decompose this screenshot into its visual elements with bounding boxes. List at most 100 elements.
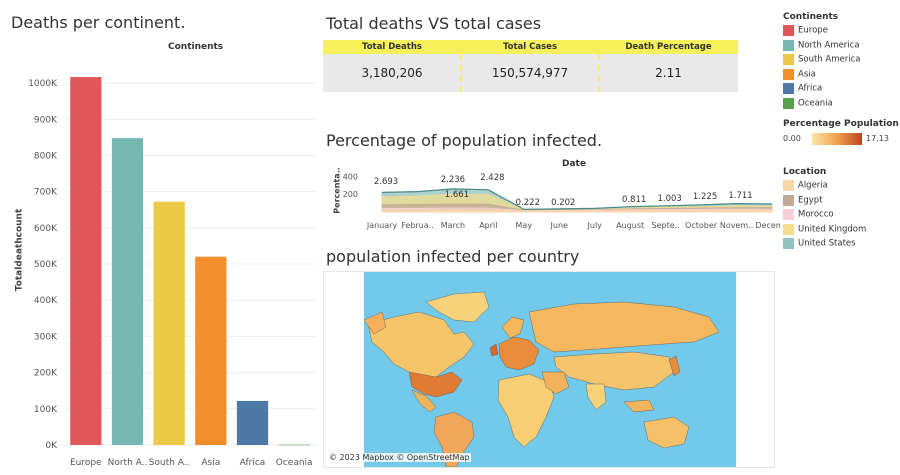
- legend-continent-south-america[interactable]: South America: [783, 54, 860, 66]
- legend-swatch: [783, 25, 794, 36]
- kpi-value-total-deaths: 3,180,206: [323, 54, 461, 92]
- map-indonesia[interactable]: [623, 399, 655, 413]
- map-india[interactable]: [585, 383, 607, 411]
- area-ytick-label: 400: [343, 172, 358, 181]
- kpi-header-death-percentage: Death Percentage: [599, 40, 738, 54]
- map-middle-east[interactable]: [541, 371, 570, 395]
- map-africa[interactable]: [497, 373, 555, 448]
- map-uk[interactable]: [489, 343, 499, 357]
- area-category-label: April: [479, 221, 497, 230]
- bar-north-a-[interactable]: [111, 138, 144, 445]
- area-category-label: March: [441, 221, 465, 230]
- deaths-bar-chart: 0K 100K 200K 300K 400K 500K 600K 700K 800K 900K 10…: [28, 77, 315, 468]
- deaths-chart-header: Continents: [168, 42, 224, 52]
- bar-ytick-label: 100K: [34, 405, 58, 415]
- bar-category-label: North A..: [108, 458, 148, 468]
- area-series-algeria[interactable]: [381, 209, 773, 213]
- map-greenland[interactable]: [425, 291, 490, 323]
- area-category-label: August: [616, 221, 644, 230]
- bar-ytick-label: 700K: [34, 188, 58, 198]
- bar-ytick-label: 200K: [34, 369, 58, 379]
- bar-europe[interactable]: [70, 77, 102, 446]
- legend-swatch: [783, 54, 794, 65]
- world-map[interactable]: © 2023 Mapbox © OpenStreetMap: [323, 271, 775, 468]
- legend-pct-max: 17.13: [866, 134, 889, 143]
- area-data-label: 0.811: [622, 195, 646, 205]
- map-japan[interactable]: [668, 355, 681, 377]
- legend-continent-oceania[interactable]: Oceania: [783, 97, 833, 110]
- map-attribution[interactable]: © 2023 Mapbox © OpenStreetMap: [327, 453, 472, 462]
- area-ytick-label: 200: [343, 190, 358, 199]
- map-australia[interactable]: [643, 416, 690, 449]
- bar-oceania[interactable]: [278, 444, 310, 446]
- area-data-label: 2.693: [374, 177, 398, 187]
- pct-chart-title: Percentage of population infected.: [326, 131, 603, 150]
- legend-continent-europe[interactable]: Europe: [783, 25, 828, 37]
- legend-location-morocco[interactable]: Morocco: [783, 209, 834, 221]
- bar-category-label: Oceania: [276, 458, 313, 468]
- bar-ytick-label: 300K: [34, 332, 58, 342]
- area-category-label: July: [587, 221, 603, 230]
- kpi-divider: [460, 54, 462, 92]
- area-category-label: Decem..: [755, 221, 780, 230]
- bar-ytick-label: 400K: [34, 296, 58, 306]
- legend-label: Asia: [798, 69, 816, 79]
- legend-pct-gradient: [812, 133, 862, 145]
- bar-category-label: Africa: [240, 458, 266, 468]
- area-data-label: 2.236: [441, 175, 465, 185]
- area-category-label: Septe..: [652, 221, 680, 230]
- legend-label: Morocco: [798, 209, 834, 220]
- legend-location-algeria[interactable]: Algeria: [783, 180, 828, 192]
- legend-label: Europe: [798, 25, 828, 36]
- deaths-chart-title: Deaths per continent.: [11, 13, 186, 32]
- map-europe[interactable]: [498, 336, 540, 371]
- pct-chart-header: Date: [562, 159, 586, 169]
- world-map-canvas[interactable]: [324, 272, 774, 467]
- area-data-label: 0.202: [551, 198, 575, 208]
- legend-label: South America: [798, 54, 861, 65]
- legend-label: Algeria: [798, 180, 828, 191]
- bar-africa[interactable]: [236, 400, 269, 445]
- bar-ytick-label: 600K: [34, 224, 58, 234]
- map-united-states[interactable]: [408, 371, 463, 398]
- map-alaska[interactable]: [363, 311, 387, 335]
- kpi-value-death-percentage: 2.11: [599, 54, 738, 92]
- map-mexico[interactable]: [411, 389, 437, 413]
- legend-continent-north-america[interactable]: North America: [783, 39, 860, 52]
- legend-location-egypt[interactable]: Egypt: [783, 194, 823, 207]
- legend-label: Africa: [798, 83, 823, 94]
- map-scandinavia[interactable]: [501, 316, 525, 339]
- legend-pct-title: Percentage Population In..: [783, 119, 900, 129]
- legend-swatch: [783, 83, 794, 94]
- kpi-value-total-cases: 150,574,977: [461, 54, 599, 92]
- legend-continent-asia[interactable]: Asia: [783, 68, 816, 81]
- legend-location-united-states[interactable]: United States: [783, 238, 856, 250]
- area-data-label: 1.003: [657, 194, 681, 204]
- area-data-label: 1.661: [445, 190, 469, 200]
- bar-ytick-label: 800K: [34, 151, 58, 161]
- bar-ytick-label: 1000K: [28, 79, 58, 89]
- legend-continents-title: Continents: [783, 12, 839, 22]
- legend-swatch: [783, 209, 794, 220]
- bar-south-a-[interactable]: [153, 201, 185, 445]
- area-data-label: 1.225: [693, 192, 717, 202]
- legend-swatch: [783, 180, 794, 191]
- area-category-label: Novem..: [720, 221, 753, 230]
- pct-area-chart: 200 400 2.693 2.236 1.661 2.428 0.222 0.202 0.81…: [343, 172, 780, 230]
- area-data-label: 0.222: [516, 198, 540, 208]
- bar-category-label: Asia: [201, 458, 220, 468]
- legend-location-title: Location: [783, 167, 827, 177]
- legend-continent-africa[interactable]: Africa: [783, 83, 822, 95]
- kpi-divider: [598, 54, 600, 92]
- legend-label: United States: [798, 238, 856, 249]
- bar-asia[interactable]: [195, 256, 227, 445]
- map-canada[interactable]: [367, 311, 475, 385]
- bar-category-label: Europe: [70, 458, 102, 468]
- map-russia[interactable]: [528, 301, 720, 353]
- legend-swatch: [783, 223, 794, 235]
- area-category-label: October: [685, 221, 718, 230]
- legend-location-united-kingdom[interactable]: United Kingdom: [783, 223, 866, 236]
- legend-swatch: [783, 194, 794, 206]
- area-category-label: Februa..: [401, 221, 434, 230]
- kpi-title: Total deaths VS total cases: [326, 14, 542, 33]
